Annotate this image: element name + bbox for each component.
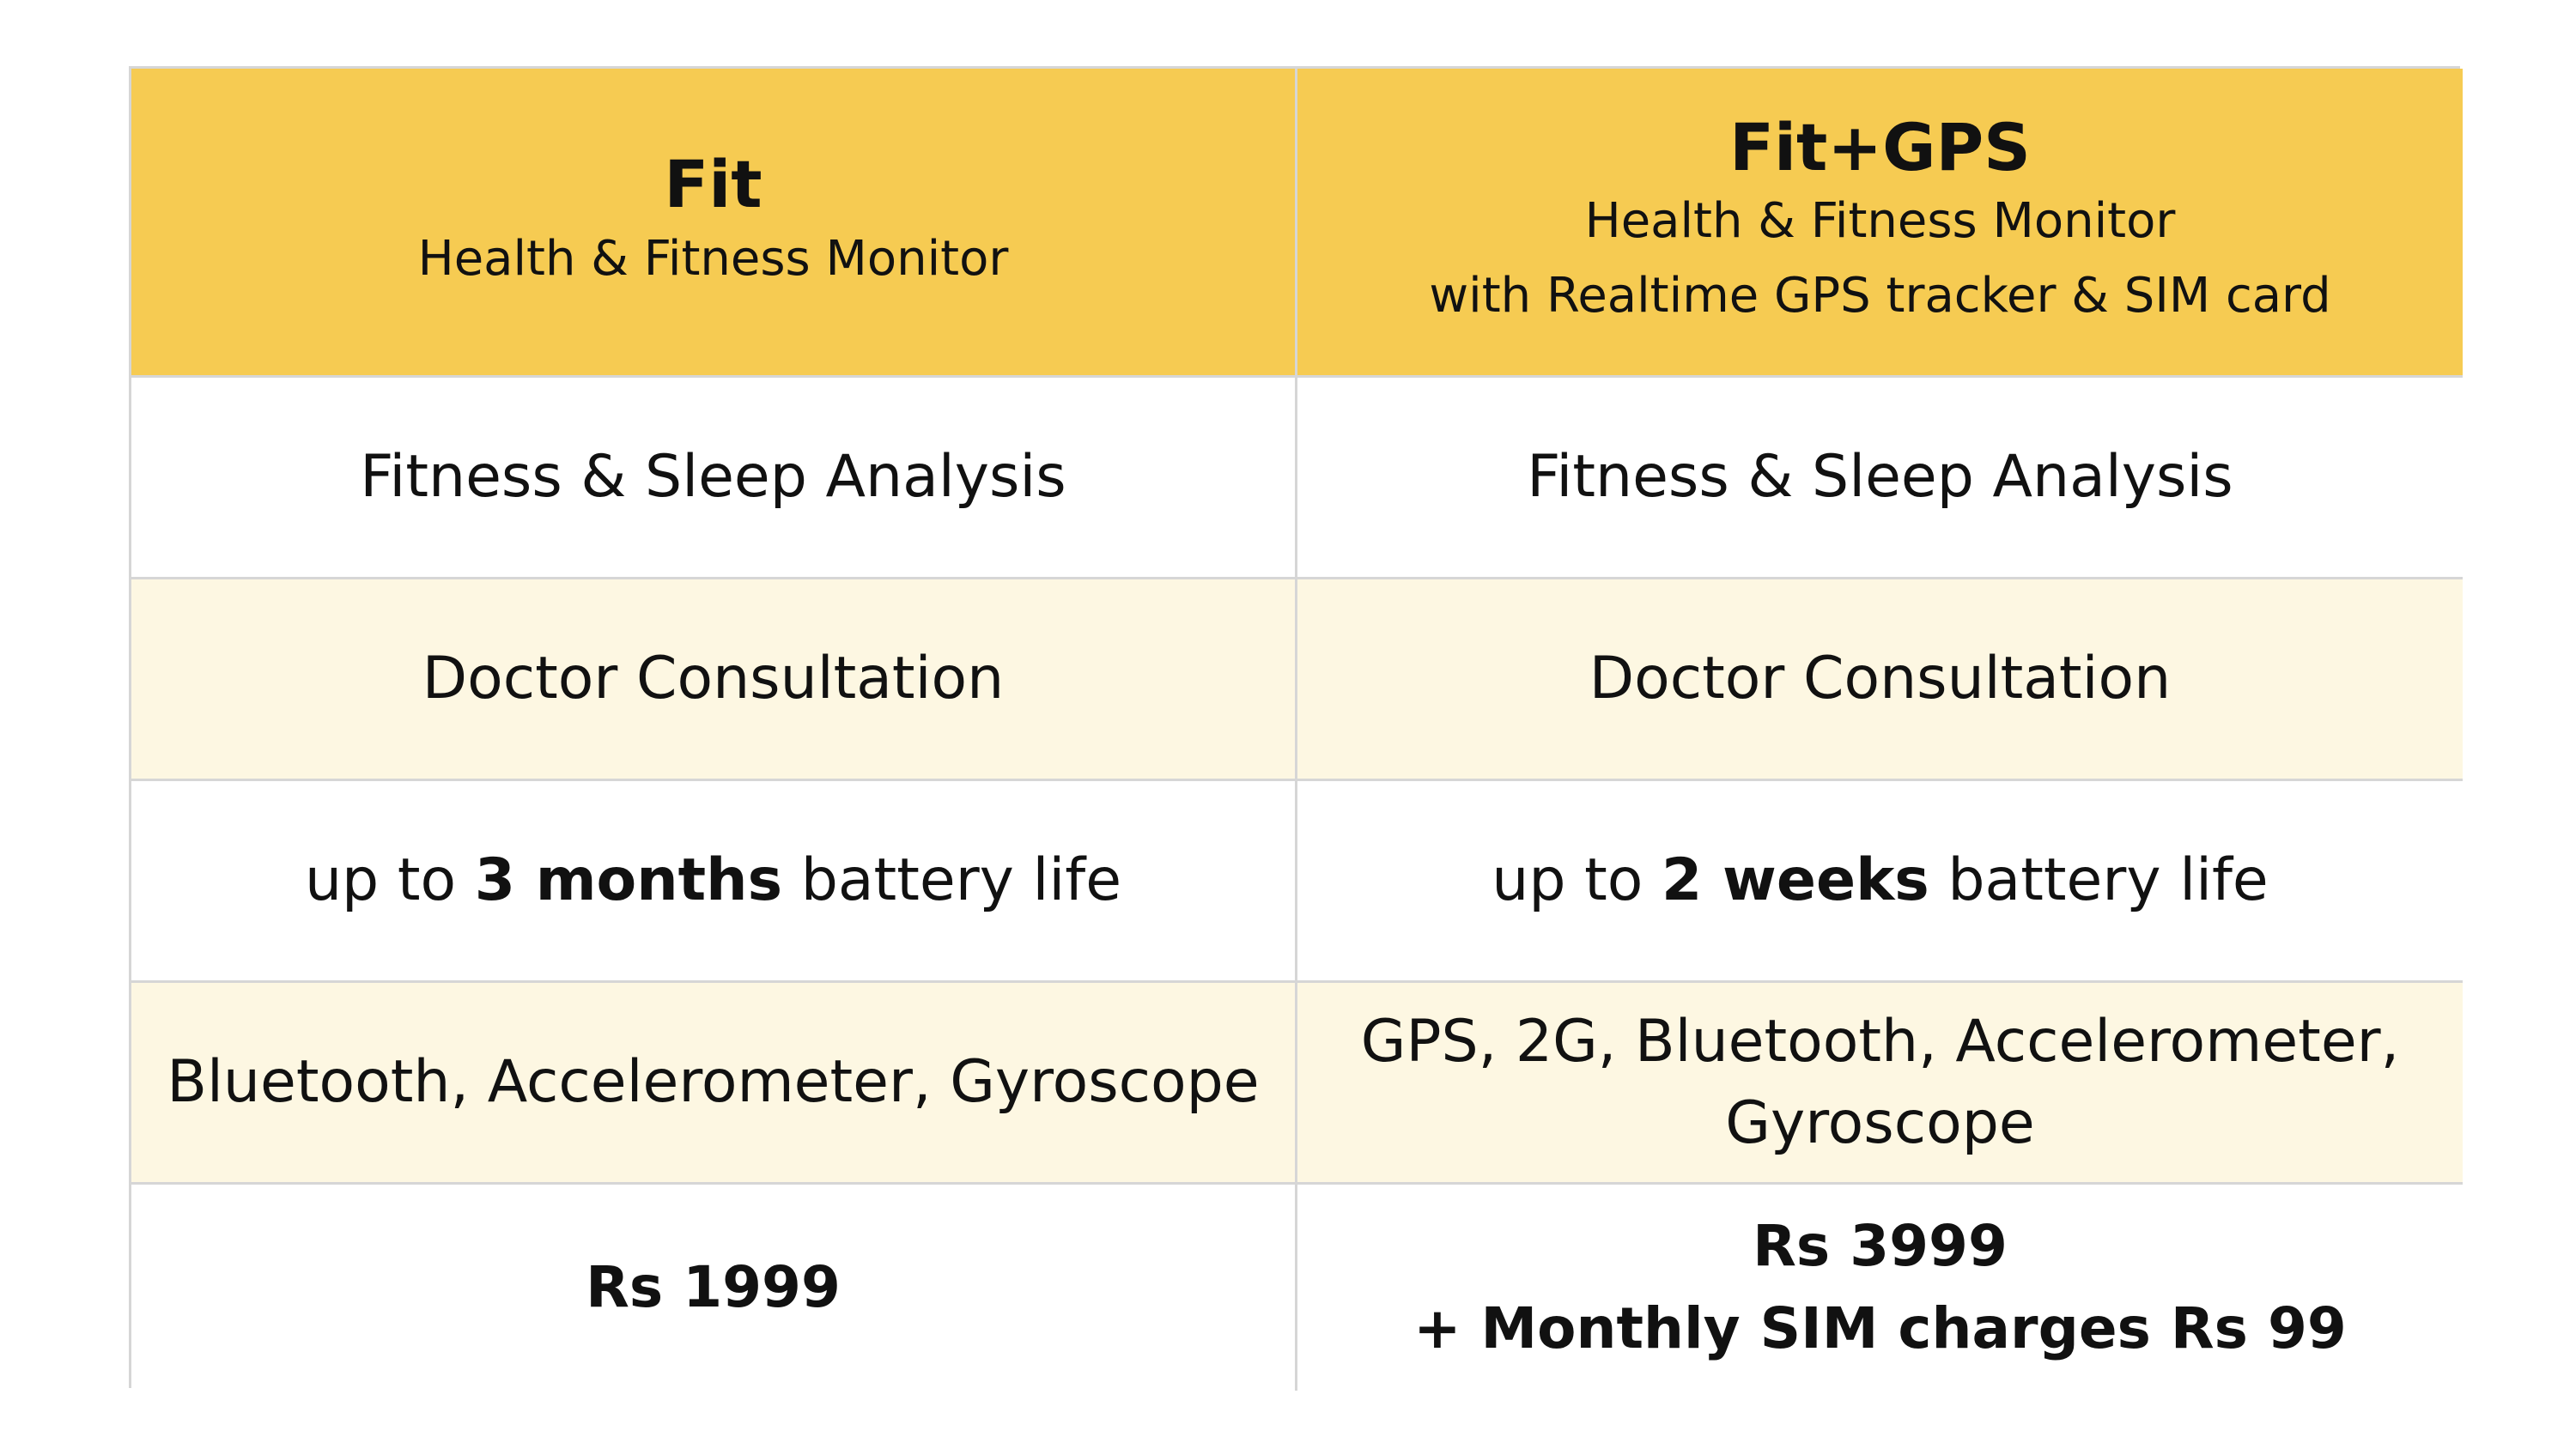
feature-text: Fitness & Sleep Analysis [1527, 443, 2233, 512]
feature-text: Fitness & Sleep Analysis [360, 443, 1066, 512]
price-text: Rs 3999 [1753, 1213, 2008, 1280]
battery-text: up to 2 weeks battery life [1492, 840, 2269, 921]
feature-cell-sensors: Bluetooth, Accelerometer, Gyroscope [131, 983, 1297, 1185]
feature-text: Doctor Consultation [1589, 645, 2172, 713]
plan-header-fit-gps: Fit+GPS Health & Fitness Monitor with Re… [1297, 69, 2463, 378]
sensors-text: GPS, 2G, Bluetooth, Accelerometer, [1360, 1007, 2400, 1076]
price-cell-fit: Rs 1999 [131, 1185, 1297, 1391]
battery-text: up to 3 months battery life [305, 840, 1121, 921]
sensors-text: Gyroscope [1725, 1089, 2035, 1157]
comparison-table: Fit Health & Fitness Monitor Fit+GPS Hea… [129, 66, 2463, 1391]
feature-cell-sensors: GPS, 2G, Bluetooth, Accelerometer, Gyros… [1297, 983, 2463, 1185]
feature-cell-battery: up to 3 months battery life [131, 781, 1297, 983]
sensors-text: Bluetooth, Accelerometer, Gyroscope [167, 1048, 1260, 1117]
plan-subtitle: Health & Fitness Monitor [1584, 193, 2176, 250]
plan-subtitle: Health & Fitness Monitor [417, 230, 1009, 287]
price-text: Rs 1999 [586, 1254, 841, 1321]
plan-name: Fit [664, 146, 762, 223]
price-extra-text: + Monthly SIM charges Rs 99 [1413, 1295, 2347, 1361]
plan-subtitle: with Realtime GPS tracker & SIM card [1429, 268, 2331, 324]
battery-duration: 3 months [474, 846, 783, 915]
feature-cell-consultation: Doctor Consultation [1297, 579, 2463, 781]
plan-header-fit: Fit Health & Fitness Monitor [131, 69, 1297, 378]
feature-cell-battery: up to 2 weeks battery life [1297, 781, 2463, 983]
battery-prefix: up to [304, 846, 475, 915]
feature-cell-analysis: Fitness & Sleep Analysis [131, 378, 1297, 579]
feature-cell-analysis: Fitness & Sleep Analysis [1297, 378, 2463, 579]
price-cell-fit-gps: Rs 3999 + Monthly SIM charges Rs 99 [1297, 1185, 2463, 1391]
battery-suffix: battery life [1929, 846, 2269, 915]
feature-cell-consultation: Doctor Consultation [131, 579, 1297, 781]
battery-duration: 2 weeks [1662, 846, 1929, 915]
plan-name: Fit+GPS [1729, 109, 2031, 185]
feature-text: Doctor Consultation [422, 645, 1005, 713]
battery-prefix: up to [1492, 846, 1662, 915]
battery-suffix: battery life [782, 846, 1122, 915]
